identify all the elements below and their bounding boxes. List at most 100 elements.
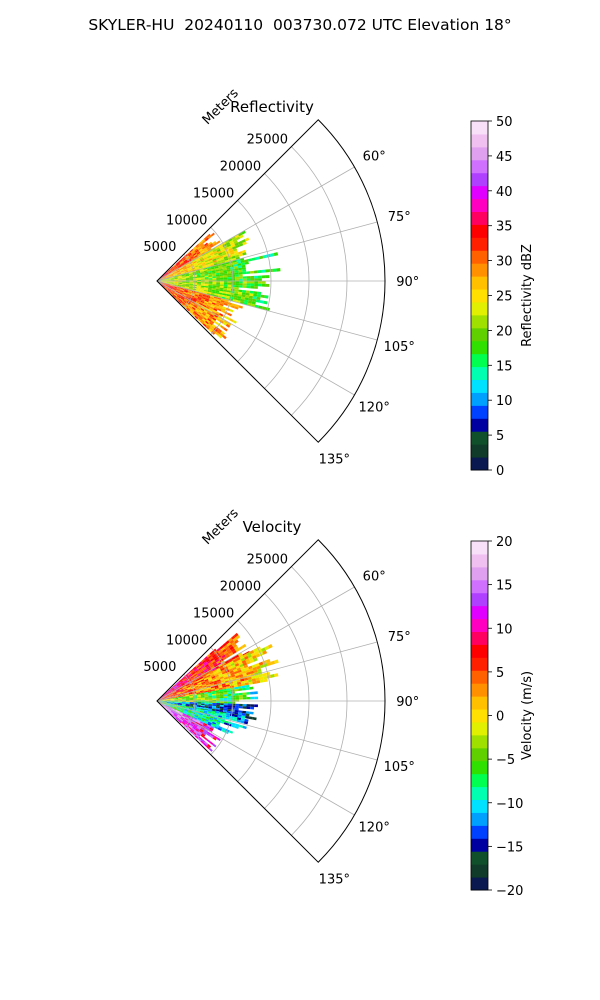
range-gate bbox=[235, 695, 240, 698]
range-gate bbox=[167, 269, 171, 273]
range-gate bbox=[209, 298, 214, 301]
range-gate bbox=[244, 655, 249, 660]
range-gate bbox=[219, 706, 224, 709]
range-gate bbox=[170, 268, 175, 271]
range-gate bbox=[205, 745, 210, 750]
range-gate bbox=[220, 677, 225, 681]
colorbar-swatch bbox=[471, 566, 488, 581]
range-gate bbox=[225, 684, 230, 687]
range-gate bbox=[176, 270, 180, 273]
range-gate bbox=[189, 702, 194, 705]
range-gate bbox=[170, 698, 175, 700]
range-gate bbox=[165, 694, 170, 697]
range-gate bbox=[198, 675, 203, 679]
range-gate bbox=[201, 305, 206, 309]
range-gate bbox=[190, 669, 195, 674]
range-gate bbox=[208, 282, 213, 284]
range-gate bbox=[175, 681, 179, 685]
range-gate bbox=[225, 682, 230, 686]
range-gate bbox=[169, 706, 174, 709]
range-gate bbox=[264, 295, 269, 299]
range-gate bbox=[203, 722, 208, 726]
range-gate bbox=[177, 696, 182, 698]
range-gate bbox=[218, 292, 223, 295]
range-gate bbox=[197, 666, 202, 670]
range-gate bbox=[211, 710, 216, 713]
range-gate bbox=[172, 692, 177, 695]
range-gate bbox=[222, 321, 227, 326]
range-gate bbox=[172, 271, 177, 274]
range-gate bbox=[171, 710, 175, 713]
range-gate bbox=[253, 291, 258, 295]
range-gate bbox=[211, 270, 216, 273]
range-gate bbox=[222, 268, 227, 271]
range-gate bbox=[233, 670, 239, 675]
range-gate bbox=[194, 248, 199, 252]
range-gate bbox=[200, 703, 205, 706]
range-gate bbox=[209, 262, 214, 266]
range-gate bbox=[212, 701, 217, 704]
range-gate bbox=[178, 713, 182, 717]
range-gate bbox=[190, 722, 195, 726]
range-gate bbox=[185, 695, 190, 697]
range-gate bbox=[178, 697, 182, 699]
range-gate bbox=[186, 293, 191, 296]
range-gate bbox=[197, 696, 201, 699]
range-gate bbox=[195, 663, 200, 668]
range-gate bbox=[193, 674, 198, 678]
range-gate bbox=[208, 273, 213, 276]
range-gate bbox=[251, 301, 256, 305]
range-gate bbox=[191, 671, 196, 676]
colorbar-swatch bbox=[471, 133, 488, 148]
colorbar-swatch bbox=[471, 670, 488, 684]
range-gate bbox=[209, 306, 214, 310]
range-gate bbox=[186, 714, 191, 717]
range-gate bbox=[200, 693, 205, 696]
range-gate bbox=[207, 318, 212, 322]
range-gate bbox=[231, 236, 236, 241]
range-gate bbox=[205, 252, 210, 256]
range-gate bbox=[197, 732, 202, 736]
range-gate bbox=[174, 700, 179, 701]
range-gate bbox=[166, 278, 171, 280]
range-gate bbox=[166, 701, 171, 703]
range-gate bbox=[165, 274, 170, 277]
colorbar-swatch bbox=[471, 592, 488, 607]
range-gate bbox=[198, 295, 203, 299]
range-gate bbox=[185, 716, 190, 719]
range-gate bbox=[220, 259, 225, 263]
range-gate bbox=[183, 268, 188, 271]
range-gate bbox=[220, 701, 224, 704]
colorbar-swatch bbox=[471, 276, 488, 290]
range-gate bbox=[187, 689, 192, 692]
range-gate bbox=[161, 695, 166, 698]
range-gate bbox=[201, 306, 206, 310]
range-gate bbox=[206, 732, 211, 737]
range-gate bbox=[199, 710, 204, 713]
range-gate bbox=[214, 267, 220, 271]
range-gate bbox=[166, 279, 171, 281]
range-gate bbox=[192, 259, 197, 263]
range-gate bbox=[193, 247, 198, 251]
range-gate bbox=[214, 672, 219, 676]
range-gate bbox=[193, 311, 198, 315]
range-gate bbox=[204, 308, 209, 312]
range-gate bbox=[205, 325, 210, 330]
range-gate bbox=[223, 690, 228, 693]
range-gate bbox=[194, 729, 199, 734]
range-gate bbox=[168, 708, 172, 712]
range-gate bbox=[200, 250, 205, 254]
range-gate bbox=[238, 692, 243, 696]
range-gate bbox=[163, 281, 167, 283]
range-gate bbox=[199, 669, 204, 673]
range-gate bbox=[208, 704, 213, 706]
range-gate bbox=[170, 278, 175, 280]
range-gate bbox=[221, 729, 226, 733]
range-gate bbox=[170, 279, 175, 281]
range-gate bbox=[242, 278, 247, 281]
range-axis-label: Meters bbox=[200, 506, 242, 548]
range-tick-label: 15000 bbox=[193, 186, 234, 201]
range-gate bbox=[232, 680, 237, 684]
range-gate bbox=[192, 680, 197, 684]
range-gate bbox=[188, 708, 193, 711]
